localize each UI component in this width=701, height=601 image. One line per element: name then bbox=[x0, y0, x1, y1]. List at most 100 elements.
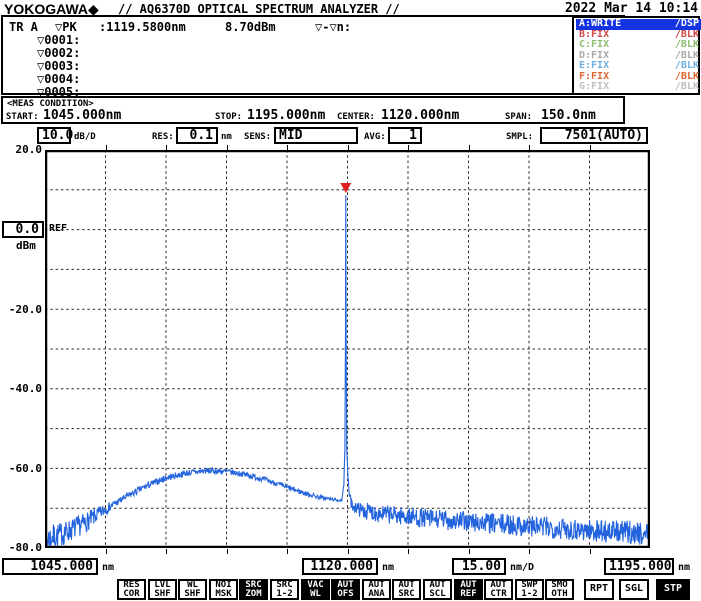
trace-status-row-c[interactable]: C:FIX/BLK bbox=[576, 39, 701, 51]
trace-status-panel: A:WRITE/DSP B:FIX/BLK C:FIX/BLK D:FIX/BLK E:… bbox=[572, 16, 701, 95]
stop-value: 1195.000nm bbox=[247, 108, 326, 123]
spectrum-plot bbox=[45, 150, 650, 548]
y-axis-label-minus40: -40.0 bbox=[8, 382, 42, 395]
brand-text: YOKOGAWA bbox=[4, 1, 89, 17]
softkey-aut-src[interactable]: AUT SRC bbox=[392, 579, 421, 600]
trace-mode: /DSP bbox=[674, 18, 699, 29]
meas-condition-panel: <MEAS CONDITION> START: 1045.000nm STOP:… bbox=[1, 96, 625, 124]
softkey-noi-msk[interactable]: NOI MSK bbox=[209, 579, 238, 600]
x-center-unit: nm bbox=[382, 562, 395, 573]
axis-tick bbox=[226, 549, 228, 554]
start-value: 1045.000nm bbox=[43, 108, 122, 123]
trace-status-row-e[interactable]: E:FIX/BLK bbox=[576, 61, 701, 72]
marker-row: ▽0002: bbox=[37, 46, 81, 60]
peak-wavelength: :1119.5800nm bbox=[99, 20, 186, 34]
axis-tick bbox=[468, 145, 470, 150]
softkey-lvl-shf[interactable]: LVL SHF bbox=[148, 579, 177, 600]
trace-status-row-g[interactable]: G:FIX/BLK bbox=[576, 82, 701, 93]
trace-name: B:FIX bbox=[579, 28, 610, 40]
span-value: 150.0nm bbox=[541, 108, 596, 123]
softkey-src-1-2[interactable]: SRC 1-2 bbox=[270, 579, 299, 600]
start-label: START: bbox=[6, 112, 39, 122]
trace-mode: /BLK bbox=[674, 81, 699, 93]
softkey-aut-scl[interactable]: AUT SCL bbox=[423, 579, 452, 600]
axis-tick bbox=[468, 549, 470, 554]
x-center-box: 1120.000 bbox=[302, 558, 378, 575]
key-rpt[interactable]: RPT bbox=[584, 579, 614, 600]
softkey-smo-oth[interactable]: SMO OTH bbox=[545, 579, 574, 600]
datetime: 2022 Mar 14 10:14 bbox=[564, 1, 698, 16]
softkey-swp-1-2[interactable]: SWP 1-2 bbox=[515, 579, 544, 600]
trace-mode: /BLK bbox=[674, 28, 699, 40]
trace-status-row-f[interactable]: F:FIX/BLK bbox=[576, 70, 701, 83]
key-sgl[interactable]: SGL bbox=[619, 579, 649, 600]
marker-row: ▽0003: bbox=[37, 59, 81, 73]
brand-logo: YOKOGAWA◆ bbox=[4, 1, 99, 18]
res-unit: nm bbox=[221, 132, 232, 142]
smpl-label: SMPL: bbox=[506, 132, 534, 142]
x-stop-unit: nm bbox=[678, 562, 691, 573]
brand-diamond-icon: ◆ bbox=[88, 1, 99, 17]
ref-level-box: 0.0 bbox=[2, 221, 44, 238]
smpl-value-box: 7501(AUTO) bbox=[540, 127, 648, 144]
softkey-src-zom[interactable]: SRC ZOM bbox=[239, 579, 268, 600]
softkey-aut-ana[interactable]: AUT ANA bbox=[362, 579, 391, 600]
axis-tick bbox=[105, 145, 107, 150]
axis-tick bbox=[408, 145, 409, 150]
axis-tick bbox=[347, 145, 349, 150]
key-stp[interactable]: STP bbox=[656, 579, 690, 600]
trace-status-row-d[interactable]: D:FIX/BLK bbox=[576, 49, 701, 62]
level-scale-unit: dB/D bbox=[74, 132, 96, 142]
marker-row: ▽0005: bbox=[37, 85, 81, 99]
axis-tick bbox=[287, 549, 288, 554]
y-axis-label-minus20: -20.0 bbox=[8, 303, 42, 316]
trace-status-row-b[interactable]: B:FIX/BLK bbox=[576, 28, 701, 41]
softkey-aut-ref[interactable]: AUT REF bbox=[454, 579, 483, 600]
delta-marker-label: ▽-▽n: bbox=[315, 20, 352, 34]
stop-label: STOP: bbox=[215, 112, 243, 122]
axis-tick bbox=[166, 145, 167, 150]
meas-condition-title: <MEAS CONDITION> bbox=[7, 99, 94, 109]
plot-border bbox=[45, 150, 650, 548]
span-label: SPAN: bbox=[505, 112, 533, 122]
avg-label: AVG: bbox=[364, 132, 386, 142]
peak-marker-icon[interactable] bbox=[340, 183, 352, 193]
trace-status-row-a[interactable]: A:WRITE/DSP bbox=[576, 18, 701, 30]
ref-level-unit: dBm bbox=[16, 239, 36, 252]
x-perdiv-unit: nm/D bbox=[510, 562, 535, 573]
softkey-res-cor[interactable]: RES COR bbox=[117, 579, 146, 600]
peak-marker-label: ▽PK bbox=[55, 20, 77, 34]
res-label: RES: bbox=[152, 132, 174, 142]
x-start-box: 1045.000 bbox=[2, 558, 98, 575]
trace-name: F:FIX bbox=[579, 70, 610, 82]
marker-info-panel: TR A ▽PK :1119.5800nm 8.70dBm ▽-▽n: ▽000… bbox=[1, 15, 625, 99]
softkey-wl-shf[interactable]: WL SHF bbox=[178, 579, 207, 600]
axis-tick bbox=[529, 549, 530, 554]
softkey-aut-ctr[interactable]: AUT CTR bbox=[484, 579, 513, 600]
page-title: // AQ6370D OPTICAL SPECTRUM ANALYZER // bbox=[118, 2, 400, 16]
sens-value-box: MID bbox=[274, 127, 358, 144]
level-scale-box: 10.0 bbox=[37, 127, 73, 144]
trace-name: D:FIX bbox=[579, 49, 610, 61]
softkey-aut-ofs[interactable]: AUT OFS bbox=[331, 579, 360, 600]
axis-tick bbox=[287, 145, 288, 150]
trace-name: A:WRITE bbox=[579, 18, 622, 29]
axis-tick bbox=[408, 549, 409, 554]
y-axis-label-minus80: -80.0 bbox=[8, 541, 42, 554]
sens-label: SENS: bbox=[244, 132, 272, 142]
axis-tick bbox=[166, 549, 167, 554]
center-value: 1120.000nm bbox=[381, 108, 460, 123]
center-label: CENTER: bbox=[337, 112, 375, 122]
marker-row: ▽0001: bbox=[37, 33, 81, 47]
axis-tick bbox=[589, 549, 591, 554]
x-perdiv-box: 15.00 bbox=[452, 558, 506, 575]
axis-tick bbox=[347, 549, 349, 554]
x-start-unit: nm bbox=[102, 562, 115, 573]
res-value-box: 0.1 bbox=[176, 127, 218, 144]
trace-name: C:FIX bbox=[579, 39, 610, 51]
softkey-vac-wl[interactable]: VAC WL bbox=[301, 579, 330, 600]
trace-label: TR A bbox=[9, 20, 38, 34]
axis-tick bbox=[226, 145, 228, 150]
trace-mode: /BLK bbox=[674, 70, 699, 82]
